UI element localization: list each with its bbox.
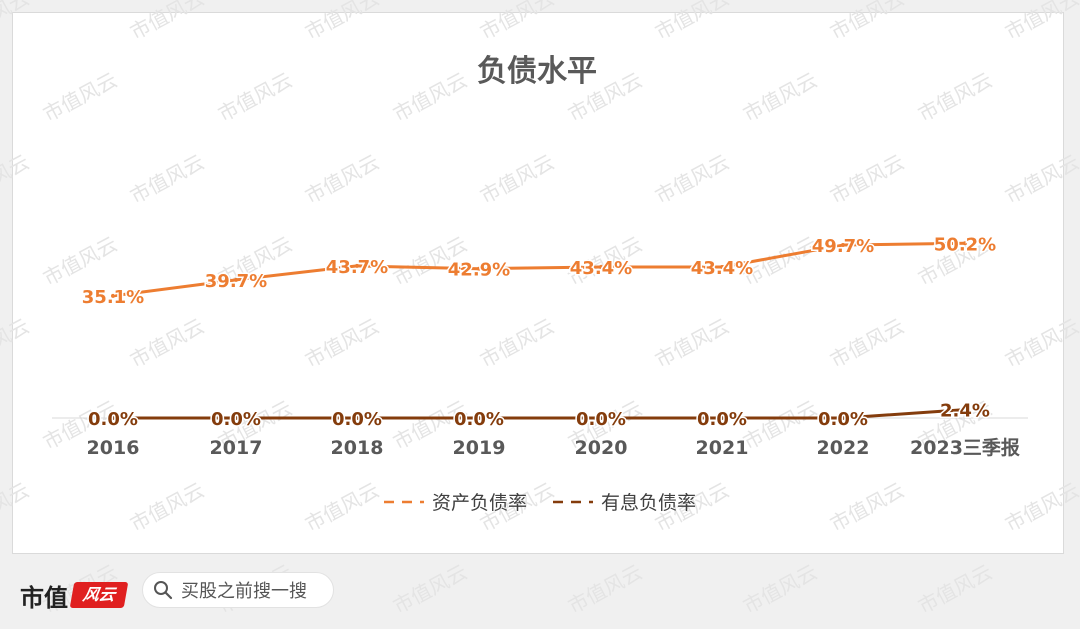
x-tick-label: 2020 <box>575 437 628 459</box>
chart-title: 负债水平 <box>477 54 597 89</box>
data-point <box>477 266 481 271</box>
legend-swatch-interest-bearing <box>553 500 593 503</box>
legend-swatch-asset-liability <box>383 500 424 503</box>
data-label: 42.9% <box>448 260 510 281</box>
data-point <box>477 416 481 420</box>
x-tick-label: 2021 <box>696 437 749 459</box>
data-point <box>234 277 238 282</box>
data-point <box>720 264 724 269</box>
data-point <box>841 243 845 248</box>
footer-bar: 市值 风云 买股之前搜一搜 <box>0 558 1080 629</box>
data-point <box>841 416 845 420</box>
data-label: 0.0% <box>332 409 382 430</box>
chart-card <box>12 12 1064 554</box>
data-label: 49.7% <box>812 236 874 257</box>
data-point <box>111 416 115 420</box>
data-label: 43.4% <box>691 258 753 279</box>
search-box[interactable]: 买股之前搜一搜 <box>142 572 334 608</box>
data-label: 35.1% <box>82 287 144 308</box>
search-icon <box>154 581 173 600</box>
data-label: 39.7% <box>205 271 267 292</box>
chart-legend: 资产负债率 有息负债率 <box>0 488 1080 515</box>
legend-item-interest-bearing[interactable]: 有息负债率 <box>553 488 696 515</box>
data-point <box>963 407 967 412</box>
data-point <box>111 293 115 298</box>
brand-text: 市值 <box>20 583 68 612</box>
series-line-1 <box>113 408 966 420</box>
brand-stamp: 风云 <box>69 582 129 608</box>
brand-logo[interactable]: 市值 风云 <box>20 578 129 612</box>
data-label: 43.7% <box>326 257 388 278</box>
search-placeholder: 买股之前搜一搜 <box>181 581 307 602</box>
data-label: 0.0% <box>454 409 504 430</box>
data-label: 43.4% <box>570 258 632 279</box>
data-label: 0.0% <box>818 409 868 430</box>
x-tick-label: 2017 <box>210 437 263 459</box>
data-point <box>963 241 967 246</box>
data-point <box>599 416 603 420</box>
data-label: 0.0% <box>88 409 138 430</box>
legend-label-asset-liability: 资产负债率 <box>431 492 527 514</box>
data-point <box>720 416 724 420</box>
x-tick-label: 2023三季报 <box>910 436 1020 459</box>
series-line-0 <box>112 241 966 298</box>
data-label: 2.4% <box>940 401 990 422</box>
data-label: 0.0% <box>211 409 261 430</box>
x-tick-label: 2016 <box>87 437 140 459</box>
x-tick-label: 2022 <box>817 437 870 459</box>
data-point <box>355 416 359 420</box>
data-label: 50.2% <box>934 234 996 255</box>
data-point <box>599 264 603 269</box>
data-point <box>234 416 238 420</box>
x-tick-label: 2018 <box>331 437 384 459</box>
data-point <box>355 263 359 268</box>
legend-label-interest-bearing: 有息负债率 <box>601 492 697 514</box>
data-label: 0.0% <box>576 409 626 430</box>
data-label: 0.0% <box>697 409 747 430</box>
x-tick-label: 2019 <box>453 437 506 459</box>
legend-item-asset-liability[interactable]: 资产负债率 <box>383 488 527 515</box>
